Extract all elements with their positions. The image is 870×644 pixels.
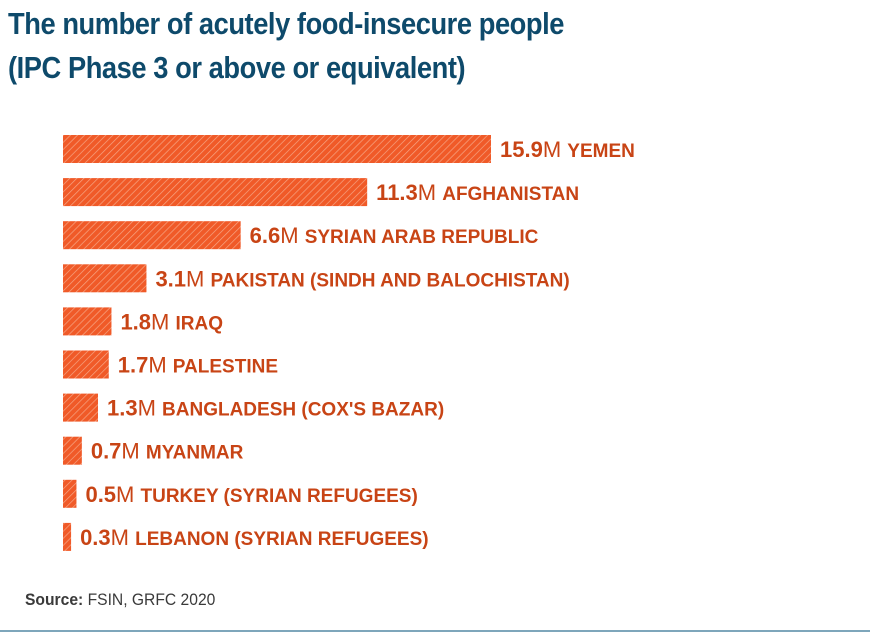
chart-title-line-1: The number of acutely food-insecure peop…	[8, 6, 565, 41]
bar-label: 1.7M PALESTINE	[118, 353, 278, 378]
bar-iraq	[63, 307, 112, 336]
bar-lebanon-syrian-refugees	[63, 522, 72, 551]
bar-unit: M	[543, 137, 567, 162]
bar-value: 1.3	[107, 396, 138, 421]
bar-label: 15.9M YEMEN	[500, 137, 635, 162]
bar-value: 3.1	[155, 266, 186, 291]
bar-value: 1.8	[120, 309, 151, 334]
bar-category: AFGHANISTAN	[442, 184, 579, 205]
bar-category: MYANMAR	[146, 443, 244, 464]
bar-label: 1.3M BANGLADESH (COX'S BAZAR)	[107, 396, 444, 421]
bar-unit: M	[111, 525, 135, 550]
bar-afghanistan	[63, 178, 368, 207]
bar-label: 0.7M MYANMAR	[91, 439, 244, 464]
bar-myanmar	[63, 436, 82, 465]
bar-value: 15.9	[500, 137, 543, 162]
bar-unit: M	[116, 482, 140, 507]
bar-value: 6.6	[250, 223, 281, 248]
bar-label: 11.3M AFGHANISTAN	[376, 180, 579, 205]
bar-label: 1.8M IRAQ	[120, 309, 223, 334]
source-text: FSIN, GRFC 2020	[83, 590, 216, 609]
bar-label: 6.6M SYRIAN ARAB REPUBLIC	[250, 223, 539, 248]
bar-palestine	[63, 350, 109, 379]
bar-label: 0.3M LEBANON (SYRIAN REFUGEES)	[80, 525, 429, 550]
bar-unit: M	[151, 309, 175, 334]
bar-category: PALESTINE	[173, 357, 278, 378]
bar-category: IRAQ	[175, 313, 223, 334]
bar-pakistan-sindh-and-balochistan	[63, 264, 147, 293]
bar-unit: M	[121, 439, 145, 464]
bars-layer	[63, 135, 491, 551]
bar-category: LEBANON (SYRIAN REFUGEES)	[135, 529, 428, 550]
bar-category: PAKISTAN (SINDH AND BALOCHISTAN)	[210, 270, 569, 291]
bar-turkey-syrian-refugees	[63, 479, 77, 508]
bar-value: 0.3	[80, 525, 111, 550]
bar-unit: M	[186, 266, 210, 291]
bar-unit: M	[418, 180, 442, 205]
bar-yemen	[63, 135, 491, 163]
bar-syrian-arab-republic	[63, 221, 241, 250]
bar-category: TURKEY (SYRIAN REFUGEES)	[141, 486, 418, 507]
chart-title-line-2: (IPC Phase 3 or above or equivalent)	[8, 50, 466, 85]
bar-value: 0.5	[85, 482, 116, 507]
bar-label: 3.1M PAKISTAN (SINDH AND BALOCHISTAN)	[155, 266, 569, 291]
bar-bangladesh-cox-s-bazar	[63, 393, 98, 422]
bottom-divider	[0, 630, 870, 632]
bar-value: 11.3	[376, 180, 418, 205]
bar-category: BANGLADESH (COX'S BAZAR)	[162, 400, 444, 421]
bar-category: SYRIAN ARAB REPUBLIC	[305, 227, 539, 248]
bar-unit: M	[280, 223, 304, 248]
source-note: Source: FSIN, GRFC 2020	[25, 590, 215, 610]
bar-unit: M	[148, 353, 172, 378]
bar-label: 0.5M TURKEY (SYRIAN REFUGEES)	[85, 482, 417, 507]
chart-title: The number of acutely food-insecure peop…	[8, 2, 564, 90]
bar-value: 1.7	[118, 353, 149, 378]
source-label: Source:	[25, 590, 84, 609]
bar-value: 0.7	[91, 439, 122, 464]
bar-unit: M	[138, 396, 162, 421]
bar-category: YEMEN	[567, 141, 635, 162]
